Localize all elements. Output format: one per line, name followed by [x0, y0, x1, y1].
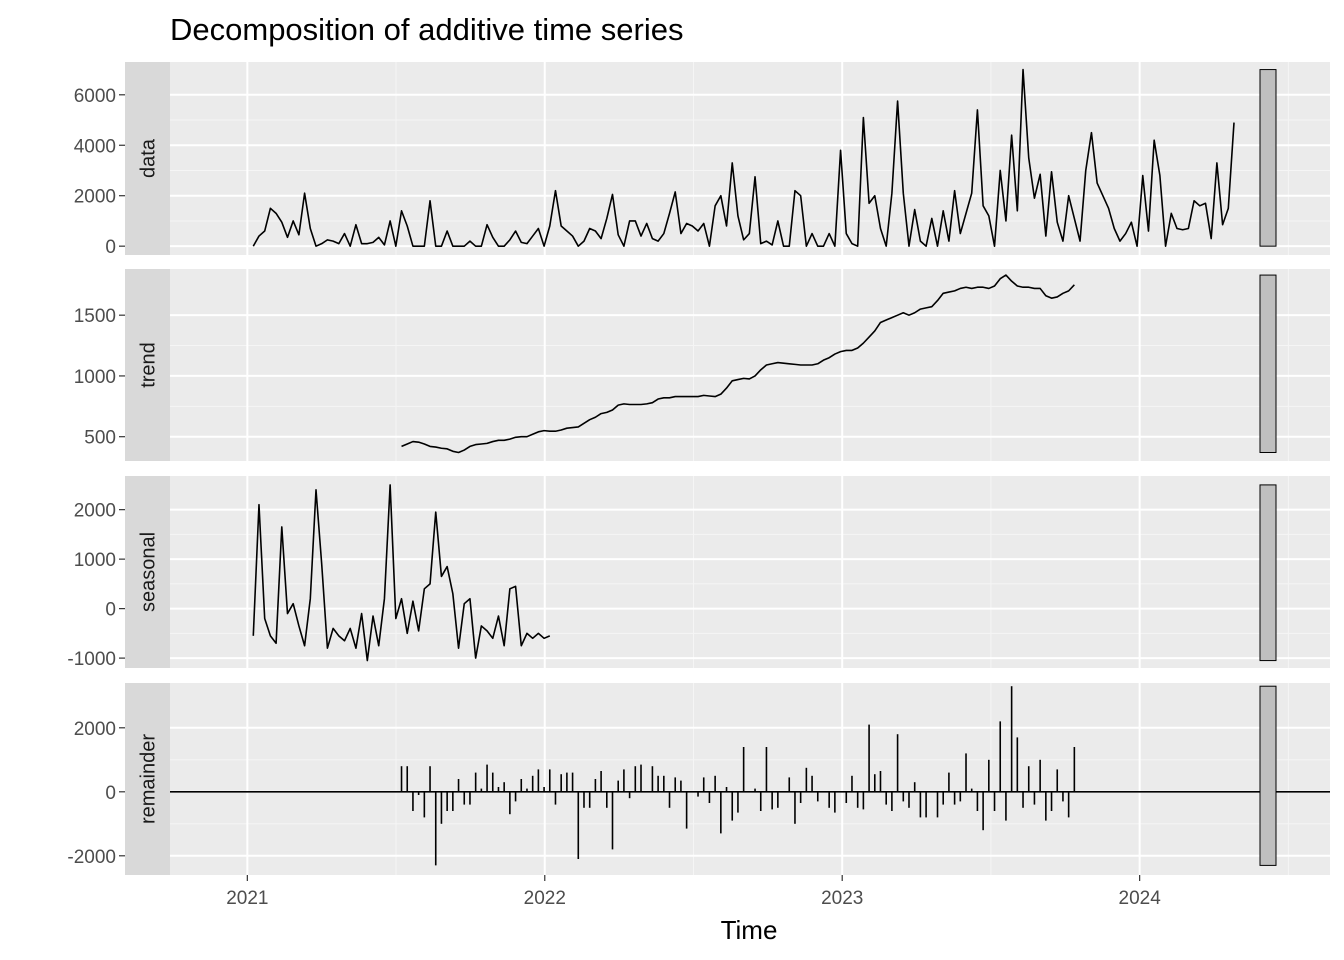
- y-tick-label-remainder: -2000: [67, 847, 116, 868]
- y-tick-label-data: 0: [105, 237, 116, 258]
- panel-trend: trend 500 1000 1500: [74, 269, 1330, 461]
- panel-background-seasonal: [170, 476, 1330, 668]
- y-tick-label-seasonal: 0: [105, 600, 116, 621]
- y-tick-label-seasonal: -1000: [67, 649, 116, 670]
- range-bar-data: [1259, 69, 1277, 247]
- y-tick-label-seasonal: 1000: [74, 550, 116, 571]
- y-tick-label-remainder: 2000: [74, 719, 116, 740]
- y-tick-label-trend: 1000: [74, 367, 116, 388]
- panel-data: data 0 2000 4000 6000: [74, 62, 1330, 258]
- y-tick-label-data: 4000: [74, 136, 116, 157]
- range-bar-trend: [1259, 274, 1277, 453]
- x-tick-label: 2022: [524, 888, 566, 909]
- y-tick-label-trend: 1500: [74, 306, 116, 327]
- strip-seasonal: [125, 476, 170, 668]
- panel-remainder: remainder -2000 0 2000: [67, 683, 1330, 875]
- y-tick-label-data: 6000: [74, 86, 116, 107]
- y-tick-label-seasonal: 2000: [74, 501, 116, 522]
- y-tick-label-trend: 500: [84, 428, 116, 449]
- panel-background-trend: [170, 269, 1330, 461]
- y-tick-label-data: 2000: [74, 187, 116, 208]
- panel-seasonal: seasonal -1000 0 1000 2000: [67, 476, 1330, 670]
- strip-label-remainder: remainder: [138, 734, 160, 824]
- series-line-data: [252, 68, 1235, 247]
- chart-title: Decomposition of additive time series: [170, 12, 683, 47]
- strip-remainder: [125, 683, 170, 875]
- y-tick-label-remainder: 0: [105, 783, 116, 804]
- strip-data: [125, 62, 170, 255]
- x-axis-label: Time: [721, 915, 778, 945]
- series-line-seasonal: [252, 484, 551, 662]
- range-bar-seasonal: [1259, 484, 1277, 662]
- series-line-trend: [401, 274, 1075, 454]
- strip-trend: [125, 269, 170, 461]
- panels-group: data 0 2000 4000 6000 trend 500 1000 1500 seasona…: [67, 62, 1330, 875]
- strip-label-trend: trend: [138, 342, 160, 388]
- x-tick-label: 2023: [821, 888, 863, 909]
- panel-background-remainder: [170, 683, 1330, 875]
- strip-label-data: data: [138, 138, 160, 178]
- strip-label-seasonal: seasonal: [138, 532, 160, 612]
- x-tick-label: 2021: [226, 888, 268, 909]
- x-tick-label: 2024: [1119, 888, 1162, 909]
- range-bar-remainder: [1259, 685, 1277, 866]
- x-axis: 2021 2022 2023 2024: [226, 875, 1161, 909]
